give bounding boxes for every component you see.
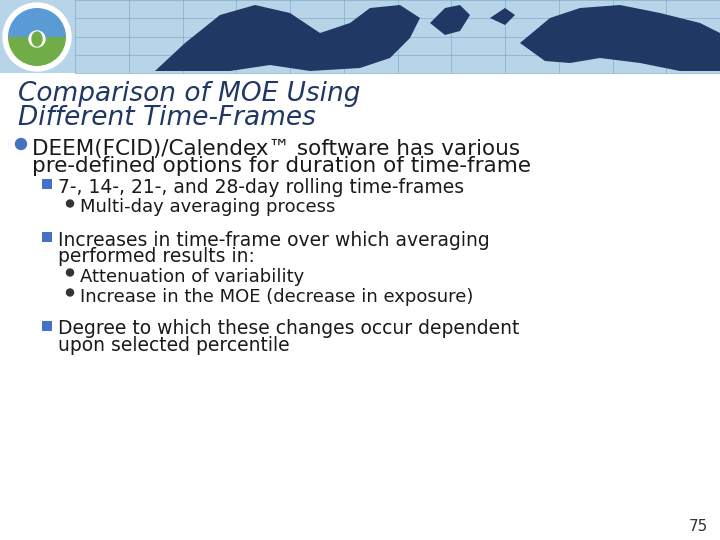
Circle shape (66, 269, 73, 276)
Polygon shape (270, 13, 300, 65)
Text: DEEM(FCID)/Calendex™ software has various: DEEM(FCID)/Calendex™ software has variou… (32, 139, 520, 159)
Text: Attenuation of variability: Attenuation of variability (80, 267, 305, 286)
Text: Different Time-Frames: Different Time-Frames (18, 105, 316, 131)
Text: Increases in time-frame over which averaging: Increases in time-frame over which avera… (58, 231, 490, 249)
Polygon shape (430, 5, 470, 35)
Circle shape (66, 289, 73, 296)
Polygon shape (155, 5, 420, 71)
Bar (0, 0, 720, 73)
Wedge shape (8, 8, 66, 37)
Circle shape (66, 200, 73, 207)
Bar (42, 179, 52, 189)
Text: 75: 75 (689, 519, 708, 534)
Polygon shape (490, 8, 515, 25)
Ellipse shape (32, 32, 42, 46)
Text: upon selected percentile: upon selected percentile (58, 336, 289, 355)
Text: Multi-day averaging process: Multi-day averaging process (80, 199, 336, 217)
Circle shape (16, 138, 27, 150)
Bar (42, 232, 52, 241)
Bar (42, 321, 52, 330)
Wedge shape (8, 37, 66, 66)
Polygon shape (520, 5, 720, 71)
Text: pre-defined options for duration of time-frame: pre-defined options for duration of time… (32, 157, 531, 177)
Text: performed results in:: performed results in: (58, 247, 255, 266)
Text: 7-, 14-, 21-, and 28-day rolling time-frames: 7-, 14-, 21-, and 28-day rolling time-fr… (58, 178, 464, 197)
Text: Increase in the MOE (decrease in exposure): Increase in the MOE (decrease in exposur… (80, 287, 473, 306)
Text: Comparison of MOE Using: Comparison of MOE Using (18, 81, 361, 107)
Circle shape (3, 3, 71, 71)
Text: Degree to which these changes occur dependent: Degree to which these changes occur depe… (58, 320, 519, 339)
Circle shape (29, 31, 45, 47)
